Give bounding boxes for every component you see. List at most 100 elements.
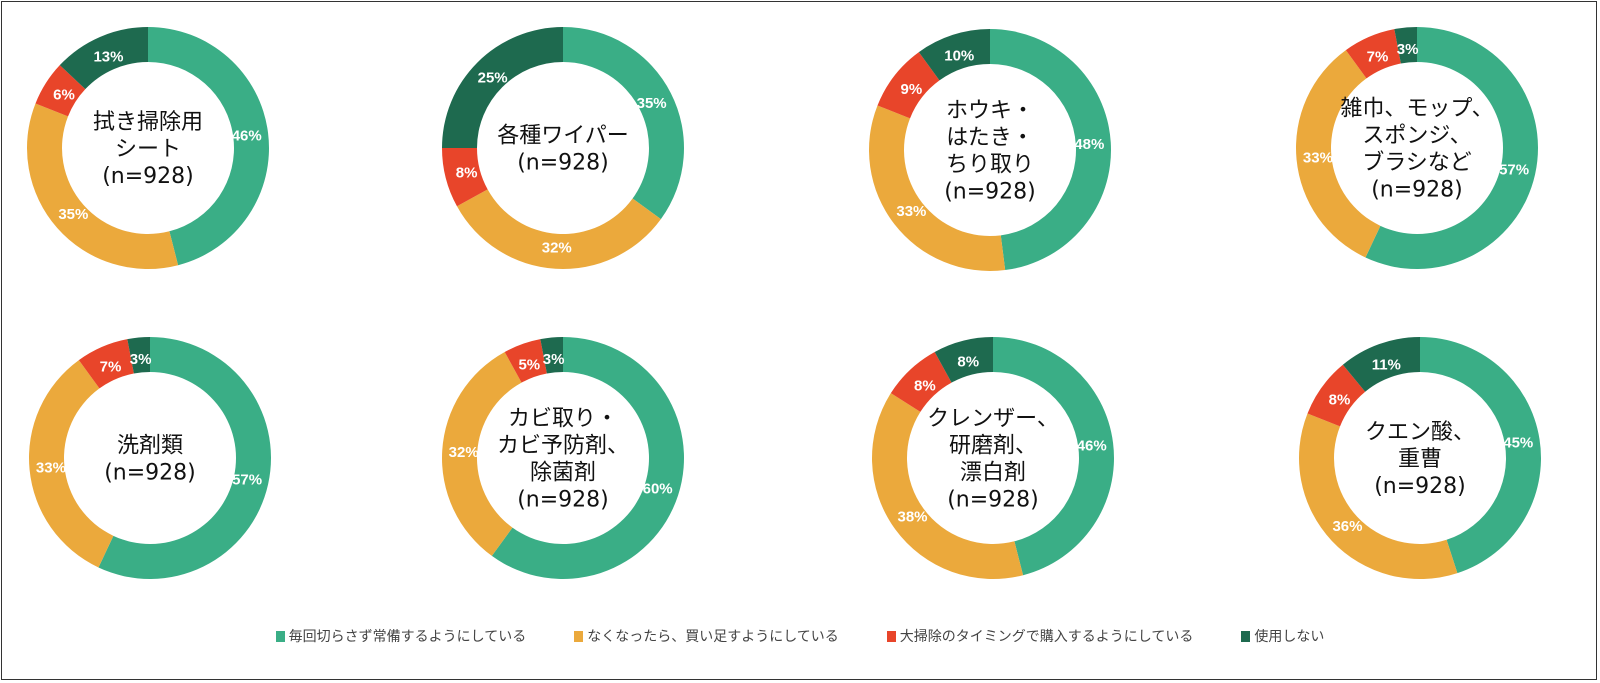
donut-segment xyxy=(1307,364,1366,427)
donut-chart: 35% 32% 8% 25% 各種ワイパー(n=928) xyxy=(441,27,684,269)
data-label: 5% xyxy=(518,356,540,373)
data-label: 33% xyxy=(36,459,66,476)
data-label: 3% xyxy=(543,351,565,368)
donut-title-line: (n=928) xyxy=(517,488,609,513)
data-label: 8% xyxy=(456,165,478,182)
data-label: 60% xyxy=(643,481,673,498)
data-label: 32% xyxy=(542,239,572,256)
legend: 毎回切らさず常備するようにしている なくなったら、買い足すようにしている 大掃除… xyxy=(0,626,1600,646)
donut-title-line: 除菌剤 xyxy=(530,461,596,486)
donut-segment xyxy=(35,65,86,117)
donut-title-line: クエン酸、 xyxy=(1365,420,1475,445)
donut-title-line: 重曹 xyxy=(1398,447,1442,472)
donut-segment xyxy=(441,351,522,556)
donut-chart: 57% 33% 7% 3% 洗剤類(n=928) xyxy=(28,337,271,579)
donut-title-line: 洗剤類 xyxy=(117,434,183,459)
donut-title-line: はたき・ xyxy=(946,126,1034,151)
donut-segment xyxy=(993,337,1114,576)
legend-swatch xyxy=(886,630,896,642)
data-label: 36% xyxy=(1332,518,1362,535)
legend-swatch xyxy=(574,630,584,642)
donut-segment xyxy=(918,29,990,81)
donut-charts: 46%35%6%13%拭き掃除用シート(n=928)35%32%8%25%各種ワ… xyxy=(27,27,1541,580)
donut-segment xyxy=(1365,27,1539,269)
donut-segment xyxy=(78,339,134,389)
donut-segment xyxy=(1420,337,1541,574)
donut-segment xyxy=(890,351,952,412)
data-label: 8% xyxy=(914,377,936,394)
legend-item-always: 毎回切らさず常備するようにしている xyxy=(275,626,526,646)
data-label: 38% xyxy=(897,508,927,525)
data-label: 7% xyxy=(100,359,122,376)
data-label: 7% xyxy=(1367,49,1389,66)
donut-title-line: (n=928) xyxy=(1374,474,1466,499)
donut-segment xyxy=(872,393,1024,579)
data-label: 57% xyxy=(1499,162,1529,179)
data-label: 9% xyxy=(901,81,923,98)
donut-chart: 45% 36% 8% 11% クエン酸、重曹(n=928) xyxy=(1299,337,1541,579)
donut-chart: 48% 33% 9% 10% ホウキ・はたき・ちり取り(n=928) xyxy=(869,29,1111,271)
legend-item-not-used: 使用しない xyxy=(1241,626,1324,646)
data-label: 25% xyxy=(478,70,508,87)
data-label: 33% xyxy=(1303,149,1333,166)
donut-title-line: 各種ワイパー xyxy=(497,124,629,149)
legend-item-restock: なくなったら、買い足すようにしている xyxy=(574,626,839,646)
data-label: 57% xyxy=(232,472,262,489)
donut-title-line: (n=928) xyxy=(102,164,194,189)
donut-title-line: (n=928) xyxy=(947,488,1039,513)
donut-segment xyxy=(148,27,269,266)
donut-segment xyxy=(1345,29,1401,79)
legend-label: 大掃除のタイミングで購入するようにしている xyxy=(899,629,1194,645)
legend-swatch xyxy=(275,630,285,642)
data-label: 10% xyxy=(944,47,974,64)
donut-segment xyxy=(28,360,114,568)
data-label: 35% xyxy=(637,95,667,112)
donut-segment xyxy=(127,337,150,374)
data-label: 11% xyxy=(1372,356,1401,373)
donut-segment xyxy=(869,105,1006,271)
donut-segment xyxy=(934,337,993,383)
donut-chart: 60% 32% 5% 3% カビ取り・カビ予防剤、除菌剤(n=928) xyxy=(441,337,684,580)
donut-title-line: 研磨剤、 xyxy=(949,434,1037,459)
donut-title-line: 拭き掃除用 xyxy=(93,110,203,135)
donut-segment xyxy=(1296,50,1381,258)
donut-title-line: スポンジ、 xyxy=(1362,124,1471,149)
donut-segment xyxy=(1342,337,1420,392)
donut-segment xyxy=(1394,27,1417,64)
donut-title-line: シート xyxy=(115,137,181,162)
donut-title-line: (n=928) xyxy=(1371,178,1463,203)
data-label: 46% xyxy=(1077,438,1107,455)
legend-label: なくなったら、買い足すようにしている xyxy=(587,629,839,645)
donut-segment xyxy=(59,27,148,90)
donut-segment xyxy=(456,189,661,269)
donut-title-line: 漂白剤 xyxy=(960,461,1026,486)
donut-title-line: ちり取り xyxy=(946,153,1034,178)
donut-title-line: 雑巾、モップ、 xyxy=(1340,97,1493,122)
donut-title-line: (n=928) xyxy=(104,461,196,486)
donut-segment xyxy=(504,339,547,383)
data-label: 6% xyxy=(53,87,75,104)
donut-segment xyxy=(1299,413,1458,579)
data-label: 35% xyxy=(58,206,88,223)
data-label: 3% xyxy=(1397,41,1419,58)
donut-title-line: カビ取り・ xyxy=(508,407,618,432)
donut-chart: 46% 38% 8% 8% クレンザー、研磨剤、漂白剤(n=928) xyxy=(872,337,1114,579)
legend-item-big-cleaning: 大掃除のタイミングで購入するようにしている xyxy=(886,626,1194,646)
data-label: 13% xyxy=(93,49,123,66)
legend-swatch xyxy=(1241,630,1251,642)
donut-segment xyxy=(877,52,940,119)
donut-title-line: (n=928) xyxy=(517,151,609,176)
data-label: 32% xyxy=(449,444,479,461)
data-label: 33% xyxy=(896,203,926,220)
donut-title-line: ホウキ・ xyxy=(946,99,1034,124)
data-label: 8% xyxy=(1329,392,1351,409)
donut-segment xyxy=(491,337,684,580)
data-label: 3% xyxy=(130,351,152,368)
donut-segment xyxy=(990,29,1111,271)
donut-title-line: クレンザー、 xyxy=(927,407,1059,432)
donut-chart: 57% 33% 7% 3% 雑巾、モップ、スポンジ、ブラシなど(n=928) xyxy=(1296,27,1539,269)
donut-title-line: ブラシなど xyxy=(1362,151,1472,176)
donut-segment xyxy=(98,337,271,579)
data-label: 48% xyxy=(1074,136,1104,153)
